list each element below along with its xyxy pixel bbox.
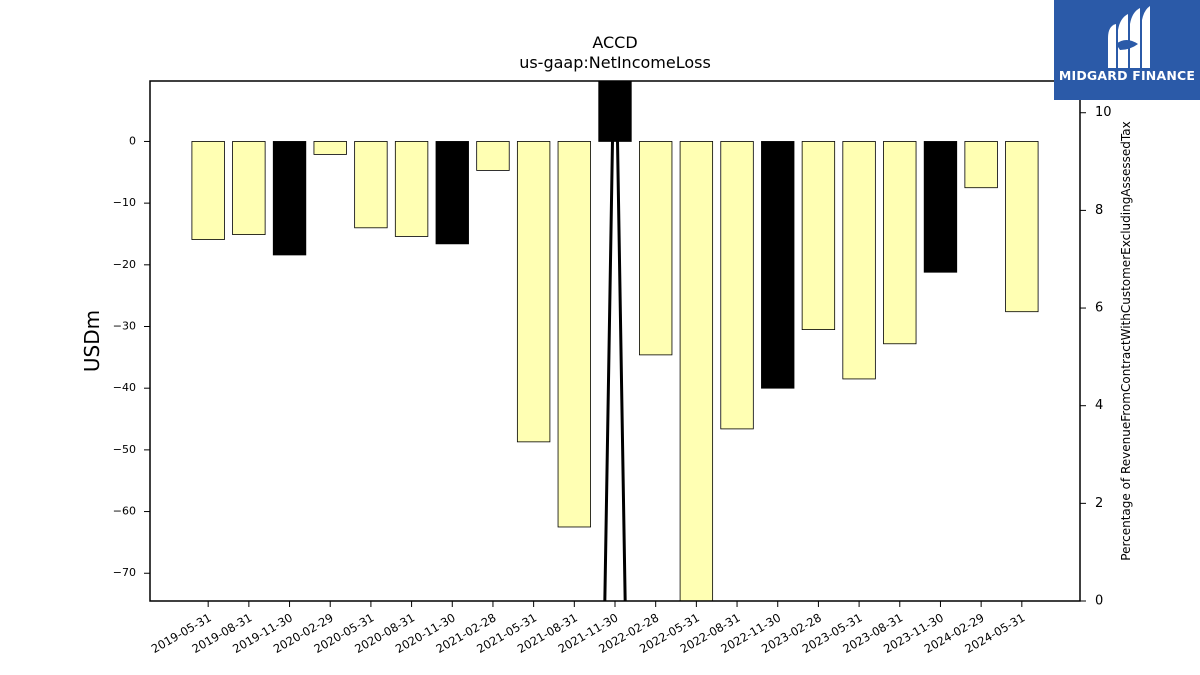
bar-2021-08-31 bbox=[557, 141, 591, 528]
y2tick-label: 2 bbox=[1095, 496, 1103, 511]
bar-2021-02-28 bbox=[476, 141, 510, 171]
ytick-label: −70 bbox=[113, 566, 136, 579]
y-axis-label: USDm bbox=[80, 310, 104, 372]
bar-2019-05-31 bbox=[191, 141, 225, 240]
bar-2020-05-31 bbox=[354, 141, 388, 229]
y2tick-label: 0 bbox=[1095, 594, 1103, 609]
ytick-label: −10 bbox=[113, 196, 136, 209]
bar-2020-11-30 bbox=[435, 141, 469, 245]
left-axis: 0 −10 −20 −30 −40 −50 −60 −70 bbox=[113, 134, 150, 579]
bars-group bbox=[191, 80, 1039, 602]
y2-axis-label: Percentage of RevenueFromContractWithCus… bbox=[1119, 121, 1133, 560]
brand-logo: MIDGARD FINANCE bbox=[1054, 0, 1200, 100]
bar-2020-02-29 bbox=[313, 141, 347, 155]
bar-2019-08-31 bbox=[232, 141, 266, 235]
bar-2022-02-28 bbox=[639, 141, 673, 356]
brand-name: MIDGARD FINANCE bbox=[1058, 68, 1196, 83]
bar-2023-05-31 bbox=[842, 141, 876, 380]
chart-subtitle: us-gaap:NetIncomeLoss bbox=[519, 53, 711, 72]
bar-2020-08-31 bbox=[394, 141, 429, 237]
y2tick-label: 10 bbox=[1095, 105, 1112, 120]
chart-title: ACCD bbox=[592, 33, 637, 52]
y2tick-label: 6 bbox=[1095, 301, 1103, 316]
bar-2023-02-28 bbox=[801, 141, 836, 330]
bar-2022-05-31 bbox=[679, 141, 714, 602]
bar-2021-11-30 bbox=[598, 80, 632, 142]
bar-2024-05-31 bbox=[1005, 141, 1039, 313]
line-layer bbox=[603, 81, 627, 601]
ytick-label: −60 bbox=[113, 505, 136, 518]
bar-2019-11-30 bbox=[272, 141, 307, 256]
bar-2023-08-31 bbox=[883, 141, 917, 345]
bar-2022-11-30 bbox=[761, 141, 795, 389]
ytick-label: −40 bbox=[113, 381, 136, 394]
y2tick-label: 4 bbox=[1095, 398, 1103, 413]
ytick-label: 0 bbox=[129, 134, 136, 147]
bar-2021-05-31 bbox=[516, 141, 551, 443]
bar-2023-11-30 bbox=[923, 141, 958, 273]
midgard-logo-icon bbox=[1108, 6, 1150, 68]
ytick-label: −30 bbox=[113, 320, 136, 333]
bar-2022-08-31 bbox=[720, 141, 754, 430]
right-axis: 0 2 4 6 8 10 bbox=[1080, 105, 1112, 609]
y2tick-label: 8 bbox=[1095, 203, 1103, 218]
percentage-line bbox=[603, 81, 627, 601]
ytick-label: −50 bbox=[113, 443, 136, 456]
bar-2024-02-29 bbox=[964, 141, 998, 189]
x-axis: 2019-05-312019-08-312019-11-302020-02-29… bbox=[149, 601, 1027, 656]
ytick-label: −20 bbox=[113, 258, 136, 271]
